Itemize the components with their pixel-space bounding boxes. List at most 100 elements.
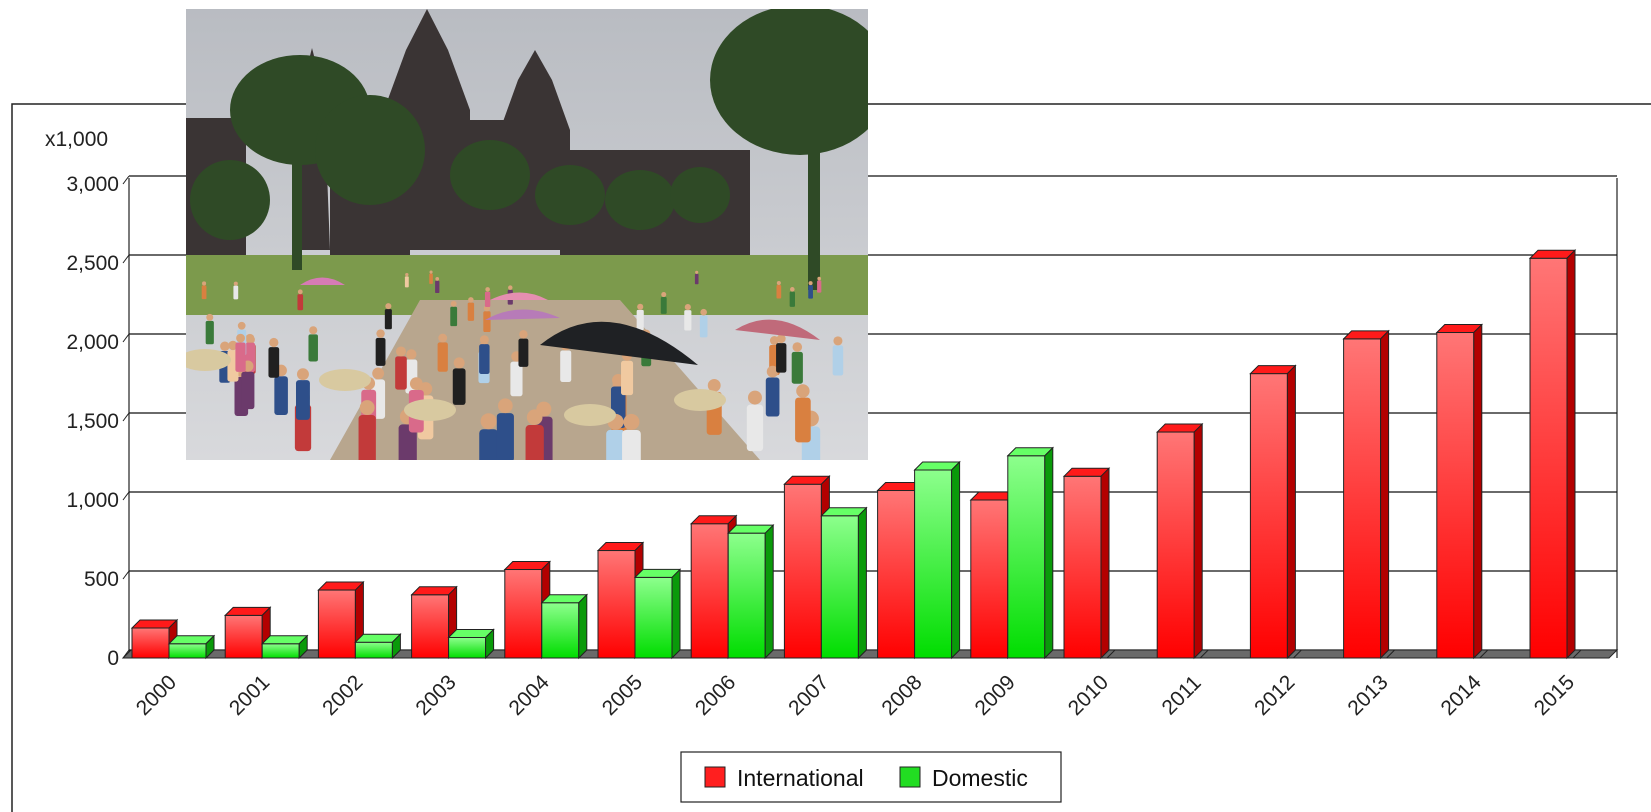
tourist-head: [269, 337, 279, 348]
tourist-head: [245, 333, 255, 343]
tourist-figure: [452, 368, 466, 405]
legend-swatch-domestic: [899, 766, 921, 788]
tourist-head: [206, 313, 214, 321]
bar-domestic-2005: [633, 568, 682, 660]
tourist-figure: [518, 338, 529, 367]
tourist-figure: [479, 429, 498, 460]
bar-domestic-2008: [913, 460, 961, 660]
tourist-figure: [746, 404, 764, 452]
bar-face: [1156, 431, 1195, 659]
legend-label-international: International: [737, 765, 864, 791]
bar-face: [224, 614, 263, 659]
y-tick-label: 3,000: [66, 173, 119, 196]
tourist-head: [661, 292, 667, 298]
tourist-figure: [205, 320, 214, 345]
bar-face: [168, 643, 207, 659]
tourist-figure: [832, 345, 844, 376]
tourist-figure: [776, 284, 782, 299]
bar-domestic-2003: [447, 628, 495, 660]
tourist-head: [359, 400, 375, 416]
tourist-figure: [791, 351, 803, 384]
tick-mark: [122, 254, 130, 264]
tick-mark: [122, 175, 130, 185]
tourist-figure: [560, 350, 572, 383]
tourist-head: [372, 367, 385, 380]
tourist-head: [808, 281, 813, 286]
tourist-head: [296, 368, 309, 381]
floor-divider: [1572, 649, 1582, 659]
bar-side: [1193, 422, 1203, 660]
bar-side: [578, 593, 588, 660]
tourist-figure: [817, 280, 822, 293]
bar-face: [448, 636, 487, 659]
bar-international-2010: [1062, 467, 1111, 660]
tourist-figure: [384, 309, 392, 330]
tourist-figure: [235, 342, 246, 372]
tourist-head: [700, 308, 707, 316]
bar-domestic-2002: [354, 632, 402, 660]
bar-international-2015: [1528, 249, 1577, 660]
bar-face: [820, 515, 859, 659]
bar-face: [131, 627, 170, 659]
tourist-head: [405, 273, 409, 277]
tourist-figure: [622, 429, 641, 460]
bar-domestic-2006: [726, 523, 775, 660]
tourist-head: [637, 303, 644, 310]
y-axis-ticks: 0 500 1,000 1,500 2,000 2,500 3,000: [66, 173, 119, 670]
sun-hat: [319, 369, 371, 391]
tourist-head: [297, 289, 303, 295]
tick-mark: [122, 491, 130, 501]
tourist-head: [769, 336, 779, 346]
bar-domestic-2007: [820, 506, 868, 660]
tick-mark: [122, 570, 130, 580]
bar-face: [597, 550, 636, 659]
tick-mark: [122, 333, 130, 343]
bar-face: [1249, 373, 1288, 659]
bar-face: [1007, 455, 1046, 659]
tourist-head: [202, 281, 207, 286]
tourist-figure: [297, 294, 304, 311]
tourist-head: [695, 270, 699, 274]
tourist-head: [526, 409, 543, 426]
tourist-head: [385, 303, 392, 310]
bar-international-2012: [1249, 364, 1297, 660]
tourist-figure: [694, 273, 699, 285]
bar-international-2013: [1342, 329, 1390, 660]
tourist-head: [480, 413, 497, 430]
y-tick-label: 1,000: [66, 489, 119, 512]
tourist-figure: [496, 413, 514, 460]
bar-face: [634, 576, 673, 659]
y-tick-label: 500: [84, 568, 119, 591]
floor-divider: [1199, 649, 1209, 659]
bar-side: [1100, 467, 1110, 660]
bar-side: [391, 632, 401, 660]
bar-face: [970, 499, 1009, 659]
tourist-figure: [636, 309, 644, 331]
tourist-head: [519, 330, 528, 339]
bar-face: [1343, 338, 1382, 659]
bar-side: [1286, 364, 1296, 660]
floor-divider: [1293, 649, 1302, 659]
tourist-figure: [404, 276, 409, 288]
bars: [130, 249, 1577, 660]
tourist-head: [485, 287, 490, 292]
tourist-figure: [684, 310, 692, 331]
tourist-head: [707, 378, 721, 392]
tourist-figure: [233, 285, 239, 300]
tourist-figure: [268, 347, 280, 378]
bar-side: [764, 523, 774, 660]
bar-international-2014: [1435, 323, 1484, 660]
tourist-head: [684, 304, 691, 311]
tourist-figure: [621, 360, 634, 396]
y-tick-label: 2,500: [66, 252, 119, 275]
tourist-head: [790, 287, 795, 292]
tourist-head: [479, 335, 489, 345]
bar-face: [1063, 475, 1102, 659]
tourist-head: [429, 270, 433, 274]
tourist-head: [409, 377, 423, 390]
bar-side: [1044, 446, 1054, 660]
tourist-head: [776, 334, 786, 344]
tourist-figure: [429, 273, 433, 284]
legend: International Domestic: [680, 751, 1062, 803]
tourist-figure: [808, 285, 813, 299]
